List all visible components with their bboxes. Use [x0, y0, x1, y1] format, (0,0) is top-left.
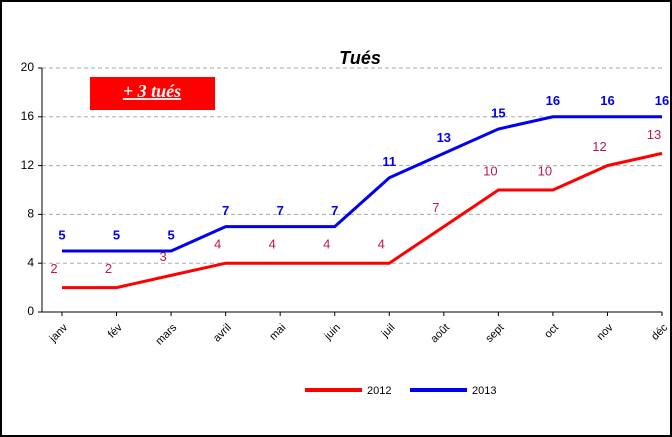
data-label: 2 [50, 261, 57, 276]
data-label: 16 [655, 93, 669, 108]
data-label: 10 [538, 163, 552, 178]
annotation: + 3 tués [123, 81, 181, 101]
data-label: 16 [600, 93, 614, 108]
data-label: 13 [647, 127, 661, 142]
series-line [62, 151, 663, 290]
data-label: 5 [58, 227, 65, 242]
data-label: 4 [269, 237, 276, 252]
data-label: 7 [331, 203, 338, 218]
data-label: 15 [491, 105, 505, 120]
data-label: 4 [378, 237, 385, 252]
legend-label: 2013 [472, 385, 496, 397]
data-label: 16 [546, 93, 560, 108]
legend-label: 2012 [367, 385, 391, 397]
data-label: 4 [214, 237, 221, 252]
annotation-box [90, 77, 215, 110]
y-tick-label: 4 [27, 255, 34, 269]
data-label: 7 [222, 203, 229, 218]
y-tick-label: 0 [27, 304, 34, 318]
y-tick-label: 8 [27, 207, 34, 221]
data-label: 2 [105, 261, 112, 276]
data-label: 10 [483, 163, 497, 178]
data-label: 3 [159, 249, 166, 264]
chart-title: Tués [339, 48, 381, 68]
data-label: 5 [113, 227, 120, 242]
data-label: 7 [277, 203, 284, 218]
y-tick-label: 12 [21, 158, 35, 172]
y-tick-label: 20 [21, 60, 35, 74]
data-label: 4 [323, 237, 330, 252]
data-label: 13 [437, 130, 451, 145]
data-label: 11 [382, 154, 396, 169]
data-label: 5 [167, 227, 174, 242]
series-line [62, 115, 662, 253]
data-label: 7 [432, 200, 439, 215]
data-label: 12 [592, 139, 606, 154]
y-tick-label: 16 [21, 109, 35, 123]
